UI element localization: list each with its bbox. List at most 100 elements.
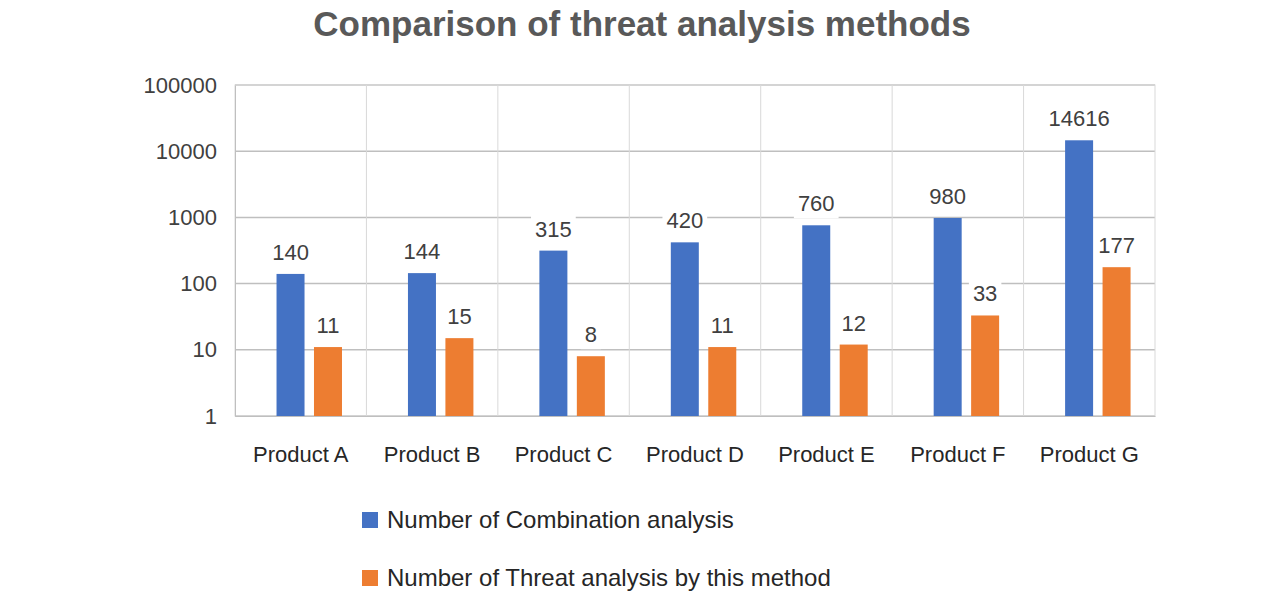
bar bbox=[840, 345, 868, 416]
bar bbox=[708, 347, 736, 416]
y-tick-label: 10 bbox=[193, 337, 217, 362]
legend-swatch bbox=[362, 570, 378, 586]
data-label: 14616 bbox=[1049, 106, 1110, 131]
x-tick-label: Product F bbox=[910, 442, 1005, 467]
legend: Number of Combination analysis Number of … bbox=[362, 506, 831, 591]
data-label-group: 8 bbox=[581, 320, 601, 349]
bar bbox=[445, 338, 473, 416]
y-tick: 100000 bbox=[144, 73, 235, 98]
data-label-group: 14616 bbox=[1045, 104, 1114, 133]
x-tick: Product D bbox=[646, 416, 744, 467]
bar bbox=[408, 273, 436, 416]
data-label: 315 bbox=[535, 217, 572, 242]
data-labels: 1401443154207609801461611158111233177 bbox=[268, 104, 1139, 349]
y-tick: 10 bbox=[193, 337, 235, 362]
data-label-background bbox=[1094, 231, 1139, 260]
legend-label: Number of Threat analysis by this method bbox=[387, 564, 831, 591]
data-label-group: 11 bbox=[313, 311, 344, 340]
bar bbox=[671, 242, 699, 416]
x-tick-label: Product E bbox=[778, 442, 875, 467]
grid bbox=[235, 85, 1155, 416]
category-separator bbox=[497, 85, 498, 416]
y-tick-label: 10000 bbox=[156, 139, 217, 164]
bar bbox=[1065, 140, 1093, 416]
category-separator bbox=[892, 85, 893, 416]
legend-entry: Number of Combination analysis bbox=[362, 506, 734, 533]
x-tick-label: Product D bbox=[646, 442, 744, 467]
data-label-background bbox=[443, 302, 475, 331]
x-tick: Product B bbox=[384, 416, 481, 467]
bar bbox=[802, 225, 830, 416]
legend-label: Number of Combination analysis bbox=[387, 506, 734, 533]
data-label: 15 bbox=[447, 304, 471, 329]
data-label-group: 15 bbox=[443, 302, 475, 331]
data-label-background bbox=[794, 189, 839, 218]
category-separator bbox=[760, 85, 761, 416]
data-label-background bbox=[1045, 104, 1114, 133]
data-label-group: 980 bbox=[925, 182, 970, 211]
y-tick: 100 bbox=[180, 271, 235, 296]
series bbox=[314, 267, 1131, 416]
plot-frame bbox=[235, 85, 1155, 416]
y-tick-label: 100 bbox=[180, 271, 217, 296]
chart: Comparison of threat analysis methods 140… bbox=[0, 0, 1284, 600]
y-tick-label: 1 bbox=[205, 404, 217, 429]
data-label-background bbox=[969, 279, 1001, 308]
y-axis: 1 10 100 1000 10000 100000 bbox=[144, 73, 236, 429]
x-tick: Product C bbox=[515, 416, 613, 467]
data-label-group: 140 bbox=[268, 238, 313, 267]
data-label-group: 144 bbox=[400, 237, 445, 266]
y-axis-line bbox=[235, 86, 236, 417]
data-label-group: 315 bbox=[531, 215, 576, 244]
x-tick: Product E bbox=[778, 416, 875, 467]
data-label: 8 bbox=[585, 322, 597, 347]
data-label-background bbox=[313, 311, 344, 340]
bars bbox=[277, 140, 1131, 416]
data-label-background bbox=[581, 320, 601, 349]
category-separator bbox=[1023, 85, 1024, 416]
y-tick: 10000 bbox=[156, 139, 235, 164]
bar bbox=[277, 274, 305, 416]
x-tick: Product F bbox=[910, 416, 1005, 467]
data-label: 33 bbox=[973, 281, 997, 306]
legend-swatch bbox=[362, 512, 378, 528]
data-label: 11 bbox=[711, 313, 734, 338]
category-separator bbox=[629, 85, 630, 416]
data-label: 760 bbox=[798, 191, 835, 216]
data-label: 140 bbox=[272, 240, 309, 265]
data-label-background bbox=[707, 311, 738, 340]
data-label: 11 bbox=[317, 313, 340, 338]
x-axis: Product A Product B Product C Product D Prod… bbox=[236, 416, 1156, 467]
x-tick-label: Product C bbox=[515, 442, 613, 467]
legend-entry: Number of Threat analysis by this method bbox=[362, 564, 831, 591]
data-label: 12 bbox=[841, 311, 865, 336]
x-tick: Product G bbox=[1040, 416, 1139, 467]
data-label-group: 760 bbox=[794, 189, 839, 218]
y-tick: 1 bbox=[205, 404, 235, 429]
x-tick: Product A bbox=[253, 416, 349, 467]
bar bbox=[539, 251, 567, 416]
data-label-background bbox=[400, 237, 445, 266]
data-label: 980 bbox=[929, 184, 966, 209]
x-tick-label: Product A bbox=[253, 442, 349, 467]
data-label-background bbox=[925, 182, 970, 211]
data-label-group: 12 bbox=[837, 309, 869, 338]
y-tick-label: 1000 bbox=[168, 205, 217, 230]
grid-line bbox=[235, 150, 1155, 152]
data-label-group: 33 bbox=[969, 279, 1001, 308]
y-tick-label: 100000 bbox=[144, 73, 217, 98]
data-label-background bbox=[531, 215, 576, 244]
x-axis-line bbox=[236, 416, 1156, 417]
title: Comparison of threat analysis methods bbox=[313, 4, 970, 43]
bar bbox=[971, 315, 999, 416]
bar bbox=[934, 218, 962, 416]
bar bbox=[577, 356, 605, 416]
x-tick-label: Product B bbox=[384, 442, 481, 467]
data-label-background bbox=[662, 206, 707, 235]
data-label-group: 177 bbox=[1094, 231, 1139, 260]
x-tick-label: Product G bbox=[1040, 442, 1139, 467]
bar bbox=[314, 347, 342, 416]
data-label-background bbox=[837, 309, 869, 338]
data-label-group: 11 bbox=[707, 311, 738, 340]
data-label: 177 bbox=[1098, 233, 1135, 258]
